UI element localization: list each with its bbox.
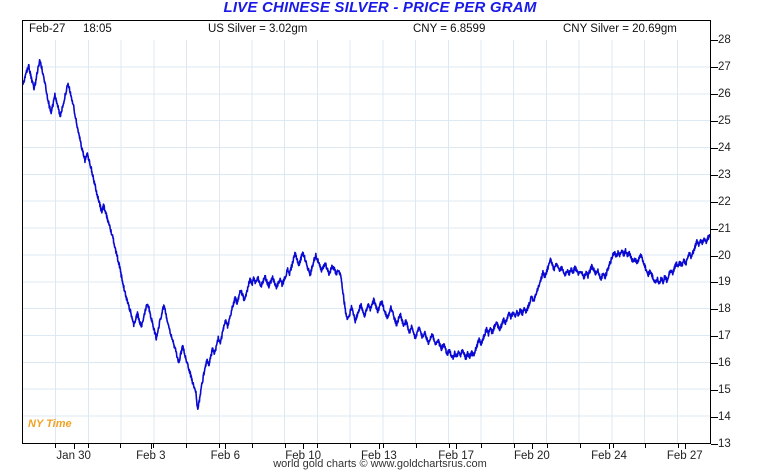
y-axis-tick (711, 93, 718, 95)
x-axis-minor-tick (120, 444, 122, 448)
y-axis-label: 28 (718, 34, 731, 46)
y-axis-label: 19 (718, 276, 731, 289)
x-axis-minor-tick (284, 444, 286, 448)
x-axis-minor-tick (218, 444, 220, 448)
footer-credit: world gold charts © www.goldchartsrus.co… (273, 458, 487, 470)
y-axis-tick (711, 40, 718, 41)
y-axis-tick (711, 390, 718, 392)
y-axis-label: 13 (718, 438, 731, 450)
y-axis-tick (711, 255, 718, 257)
x-axis-minor-tick (317, 444, 319, 448)
y-axis-label: 23 (718, 168, 731, 181)
x-axis-minor-tick (678, 444, 680, 448)
x-axis-minor-tick (448, 444, 450, 448)
y-axis-tick (711, 417, 718, 419)
y-axis-label: 14 (718, 411, 731, 424)
x-axis-minor-tick (415, 444, 417, 448)
y-axis-label: 16 (718, 357, 731, 370)
y-axis-tick (711, 282, 718, 284)
x-axis-tick (456, 444, 458, 449)
x-axis-minor-tick (645, 444, 647, 448)
x-axis-label: Feb 13 (360, 450, 397, 462)
x-axis-minor-tick (153, 444, 155, 448)
info-bar: Feb-27 18:05 US Silver = 3.02gm CNY = 6.… (22, 20, 711, 40)
x-axis-tick (225, 444, 227, 449)
y-axis-tick (711, 228, 718, 230)
y-axis-tick (711, 444, 718, 445)
x-axis-tick (150, 444, 152, 449)
info-cny-silver: CNY Silver = 20.69gm (563, 23, 677, 35)
info-cny-rate: CNY = 6.8599 (413, 23, 486, 35)
info-time: 18:05 (83, 23, 112, 35)
y-axis-tick (711, 120, 718, 122)
info-us-silver: US Silver = 3.02gm (208, 23, 308, 35)
y-axis-label: 20 (718, 249, 731, 262)
y-axis-label: 25 (718, 114, 731, 127)
y-axis-tick (711, 147, 718, 149)
x-axis-minor-tick (514, 444, 516, 448)
x-axis-minor-tick (612, 444, 614, 448)
x-axis-minor-tick (87, 444, 89, 448)
gridlines (23, 40, 710, 443)
x-axis-tick (684, 444, 686, 449)
x-axis-label: Feb 3 (136, 450, 166, 462)
x-axis-label: Feb 27 (666, 450, 703, 462)
y-axis-label: 15 (718, 384, 731, 397)
y-axis-label: 27 (718, 60, 731, 73)
y-axis-tick (711, 309, 718, 311)
x-axis-tick (303, 444, 305, 449)
timezone-label: NY Time (28, 418, 72, 430)
y-axis-tick (711, 201, 718, 203)
x-axis-minor-tick (481, 444, 483, 448)
x-axis-tick (609, 444, 610, 449)
x-axis-minor-tick (547, 444, 548, 448)
y-axis-tick (711, 363, 718, 365)
x-axis-minor-tick (251, 444, 253, 448)
y-axis-tick (711, 174, 718, 176)
x-axis-minor-tick (350, 444, 352, 448)
x-axis-tick (73, 444, 75, 449)
x-axis-label: Feb 10 (285, 450, 321, 462)
plot-area (22, 40, 711, 444)
x-axis-minor-tick (579, 444, 581, 448)
x-axis-minor-tick (382, 444, 384, 448)
price-line-series (23, 58, 710, 411)
x-axis-label: Feb 6 (210, 450, 241, 462)
x-axis-label: Feb 24 (591, 450, 627, 462)
y-axis-label: 17 (718, 330, 731, 343)
y-axis-tick (711, 66, 718, 68)
y-axis-tick (711, 336, 718, 338)
x-axis-label: Feb 20 (513, 450, 550, 462)
x-axis-minor-tick (186, 444, 187, 448)
x-axis-minor-tick (54, 444, 56, 448)
y-axis-label: 21 (718, 222, 731, 235)
y-axis-label: 26 (718, 87, 731, 100)
x-axis-label: Feb 17 (438, 450, 474, 462)
x-axis-label: Jan 30 (56, 450, 91, 462)
y-axis-label: 18 (718, 303, 731, 316)
y-axis-label: 24 (718, 141, 731, 154)
x-axis-tick (378, 444, 380, 449)
page-title: LIVE CHINESE SILVER - PRICE PER GRAM (223, 0, 537, 16)
x-axis-tick (531, 444, 533, 449)
info-date: Feb-27 (29, 23, 66, 35)
y-axis-label: 22 (718, 195, 731, 208)
